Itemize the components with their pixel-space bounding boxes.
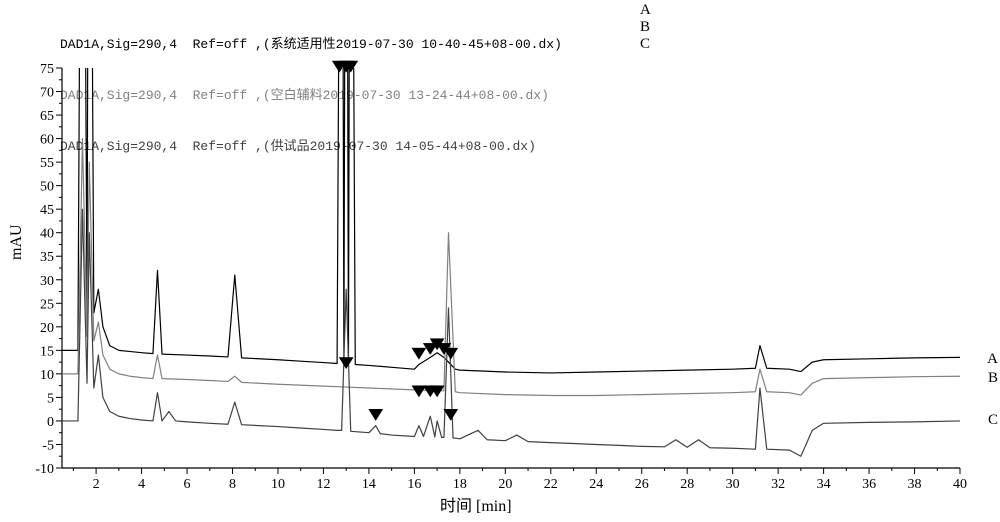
- svg-text:40: 40: [40, 227, 54, 242]
- svg-text:50: 50: [40, 180, 54, 195]
- svg-text:2: 2: [93, 477, 100, 492]
- svg-text:34: 34: [817, 477, 831, 492]
- svg-text:-5: -5: [42, 438, 54, 453]
- svg-text:5: 5: [47, 391, 54, 406]
- svg-text:45: 45: [40, 203, 54, 218]
- trace-label-a: A: [987, 351, 998, 368]
- svg-text:0: 0: [47, 415, 54, 430]
- svg-text:55: 55: [40, 156, 54, 171]
- svg-text:35: 35: [40, 250, 54, 265]
- svg-text:65: 65: [40, 109, 54, 124]
- svg-text:40: 40: [953, 477, 967, 492]
- svg-text:32: 32: [771, 477, 785, 492]
- svg-text:12: 12: [316, 477, 330, 492]
- svg-text:75: 75: [40, 62, 54, 77]
- svg-text:25: 25: [40, 297, 54, 312]
- svg-text:15: 15: [40, 344, 54, 359]
- svg-text:10: 10: [40, 368, 54, 383]
- svg-text:30: 30: [40, 274, 54, 289]
- svg-text:60: 60: [40, 133, 54, 148]
- svg-text:20: 20: [498, 477, 512, 492]
- svg-text:-10: -10: [35, 462, 54, 477]
- svg-text:4: 4: [138, 477, 145, 492]
- svg-text:36: 36: [862, 477, 876, 492]
- chromatogram-chart: -10-505101520253035404550556065707524681…: [0, 0, 1000, 522]
- svg-text:26: 26: [635, 477, 649, 492]
- svg-text:30: 30: [726, 477, 740, 492]
- svg-text:22: 22: [544, 477, 558, 492]
- svg-text:16: 16: [407, 477, 421, 492]
- svg-text:6: 6: [184, 477, 191, 492]
- trace-label-b: B: [988, 370, 998, 387]
- trace-label-c: C: [988, 412, 998, 429]
- svg-text:14: 14: [362, 477, 376, 492]
- svg-text:70: 70: [40, 86, 54, 101]
- svg-text:8: 8: [229, 477, 236, 492]
- svg-text:10: 10: [271, 477, 285, 492]
- svg-text:18: 18: [453, 477, 467, 492]
- svg-text:24: 24: [589, 477, 603, 492]
- svg-text:28: 28: [680, 477, 694, 492]
- svg-text:20: 20: [40, 321, 54, 336]
- svg-text:38: 38: [908, 477, 922, 492]
